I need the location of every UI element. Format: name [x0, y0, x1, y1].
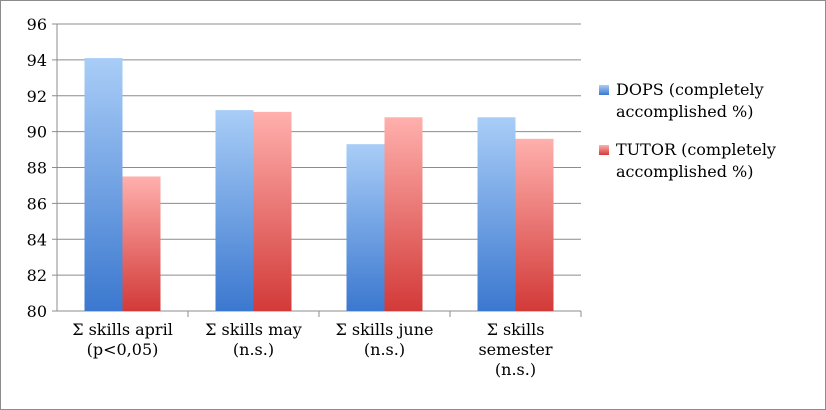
y-tick-label-82: 82 — [27, 266, 47, 285]
y-tick-label-84: 84 — [27, 230, 47, 249]
x-tick-label-1: Σ skills may (n.s.) — [205, 320, 302, 359]
legend-swatch-1 — [599, 145, 609, 155]
y-tick-label-92: 92 — [27, 87, 47, 106]
legend-swatch-0 — [599, 85, 609, 95]
y-tick-label-86: 86 — [27, 194, 47, 213]
y-tick-label-96: 96 — [27, 15, 47, 34]
x-tick-label-2: Σ skills june (n.s.) — [336, 320, 434, 359]
bar-series1-cat2 — [384, 117, 423, 312]
y-tick-label-90: 90 — [27, 123, 47, 142]
x-tick-label-0: Σ skills april (p<0,05) — [72, 320, 173, 359]
x-tick-label-3: Σ skills semester (n.s.) — [478, 320, 552, 379]
bar-series0-cat3 — [477, 117, 516, 312]
legend-label-1: TUTOR (completely accomplished %) — [616, 140, 776, 181]
bar-series1-cat3 — [515, 138, 554, 311]
y-tick-label-88: 88 — [27, 159, 47, 178]
y-tick-label-80: 80 — [27, 302, 47, 321]
legend-label-0: DOPS (completely accomplished %) — [616, 80, 764, 121]
bar-series0-cat2 — [346, 144, 385, 311]
bar-series0-cat1 — [215, 110, 254, 311]
y-tick-label-94: 94 — [27, 51, 47, 70]
bar-series1-cat1 — [253, 111, 292, 311]
bar-series1-cat0 — [122, 176, 161, 311]
bar-series0-cat0 — [84, 58, 123, 311]
